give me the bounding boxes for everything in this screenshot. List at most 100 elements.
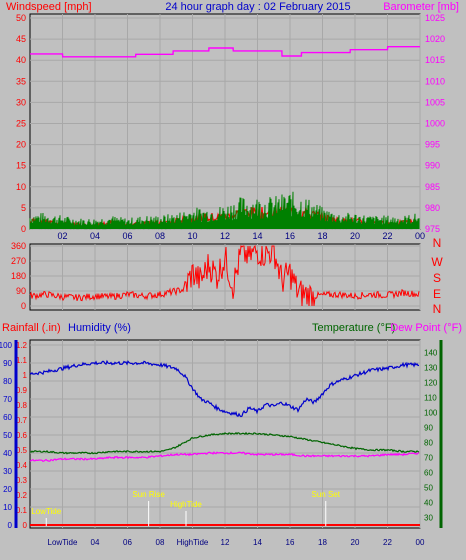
temperature-tick-label: 130: [424, 364, 438, 373]
humidity-tick-label: 40: [3, 449, 12, 458]
wind-direction-plot: 0 90 180 270 360: [11, 241, 421, 311]
bottom-hour-label: HighTide: [177, 538, 209, 547]
hour-tick-label: 02: [57, 231, 67, 241]
windspeed-tick-label: 40: [16, 55, 26, 65]
direction-line: [29, 244, 420, 307]
bottom-hour-label: 22: [383, 538, 392, 547]
event-marker-label: LowTide: [31, 507, 61, 516]
temperature-tick-label: 120: [424, 379, 438, 388]
direction-tick-label: 360: [11, 241, 26, 251]
direction-tick-label: 180: [11, 271, 26, 281]
direction-tick-label: 0: [21, 301, 26, 311]
compass-letter: N: [433, 236, 442, 250]
hour-tick-label: 08: [155, 231, 165, 241]
barometer-tick-label: 1015: [425, 55, 445, 65]
hour-tick-label: 16: [285, 231, 295, 241]
rainfall-legend: Rainfall (.in): [2, 322, 61, 334]
rain-tick-label: 1.1: [16, 356, 28, 365]
gust-line: [29, 191, 420, 230]
barometer-tick-label: 975: [425, 224, 440, 234]
temperature-tick-label: 100: [424, 409, 438, 418]
bottom-hour-label: 20: [351, 538, 360, 547]
graph-title: 24 hour graph day : 02 February 2015: [165, 1, 350, 13]
dewpoint-legend: Dew Point (°F): [390, 322, 462, 334]
temperature-tick-label: 40: [424, 499, 433, 508]
compass-letter: S: [433, 271, 441, 285]
rain-tick-label: 1.2: [16, 341, 28, 350]
hour-tick-label: 00: [415, 231, 425, 241]
hour-tick-label: 12: [220, 231, 230, 241]
bottom-hour-label: 12: [221, 538, 230, 547]
wind-barometer-plot: 0510152025303540455097598098599099510001…: [16, 13, 445, 241]
bottom-hour-label: 04: [91, 538, 100, 547]
barometer-tick-label: 980: [425, 203, 440, 213]
barometer-tick-label: 1020: [425, 34, 445, 44]
bottom-hour-label: LowTide: [48, 538, 78, 547]
windspeed-tick-label: 35: [16, 76, 26, 86]
windspeed-tick-label: 15: [16, 161, 26, 171]
temperature-tick-label: 110: [424, 394, 437, 403]
windspeed-tick-label: 45: [16, 34, 26, 44]
humidity-legend: Humidity (%): [68, 322, 131, 334]
compass-letter: N: [433, 302, 442, 316]
humidity-tick-label: 100: [0, 341, 13, 350]
windspeed-tick-label: 5: [21, 203, 26, 213]
humidity-tick-label: 20: [3, 485, 12, 494]
direction-tick-label: 90: [16, 286, 26, 296]
event-marker-label: Sun Rise: [132, 490, 165, 499]
hour-tick-label: 22: [382, 231, 392, 241]
windspeed-tick-label: 30: [16, 97, 26, 107]
rain-tick-label: 0.2: [16, 491, 28, 500]
dewpoint-line: [29, 451, 420, 462]
humidity-tick-label: 0: [8, 521, 13, 530]
direction-tick-label: 270: [11, 256, 26, 266]
compass-letter: E: [433, 287, 441, 301]
event-marker-label: Sun Set: [312, 490, 341, 499]
humidity-tick-label: 90: [3, 359, 12, 368]
hour-tick-label: 14: [252, 231, 262, 241]
rain-tick-label: 0.6: [16, 431, 28, 440]
event-marker-label: HighTide: [170, 500, 202, 509]
barometer-tick-label: 995: [425, 140, 440, 150]
hour-tick-label: 10: [187, 231, 197, 241]
windspeed-tick-label: 0: [21, 224, 26, 234]
humidity-tick-label: 70: [3, 395, 12, 404]
windspeed-tick-label: 50: [16, 13, 26, 23]
temperature-tick-label: 70: [424, 454, 433, 463]
rain-tick-label: 0.8: [16, 401, 28, 410]
barometer-tick-label: 1005: [425, 97, 445, 107]
humidity-tick-label: 10: [3, 503, 12, 512]
humidity-tick-label: 50: [3, 431, 12, 440]
windspeed-tick-label: 10: [16, 182, 26, 192]
humidity-tick-label: 80: [3, 377, 12, 386]
hour-tick-label: 20: [350, 231, 360, 241]
rain-tick-label: 0.4: [16, 461, 28, 470]
barometer-line: [30, 46, 420, 58]
barometer-axis-label: Barometer [mb]: [383, 1, 459, 13]
barometer-tick-label: 1000: [425, 119, 445, 129]
temperature-tick-label: 80: [424, 439, 433, 448]
temperature-tick-label: 140: [424, 349, 438, 358]
rain-tick-label: 0.7: [16, 416, 28, 425]
barometer-tick-label: 1010: [425, 76, 445, 86]
windspeed-tick-label: 20: [16, 140, 26, 150]
compass-letter: W: [431, 255, 443, 269]
rain-tick-label: 0.9: [16, 386, 28, 395]
bottom-hour-label: 18: [318, 538, 327, 547]
barometer-tick-label: 985: [425, 182, 440, 192]
humidity-tick-label: 60: [3, 413, 12, 422]
temperature-tick-label: 90: [424, 424, 433, 433]
humidity-line: [29, 359, 420, 418]
hour-tick-label: 18: [317, 231, 327, 241]
bottom-hour-label: 00: [416, 538, 425, 547]
humidity-tick-label: 30: [3, 467, 12, 476]
rain-tick-label: 1: [23, 371, 28, 380]
barometer-tick-label: 990: [425, 161, 440, 171]
windspeed-axis-label: Windspeed [mph]: [6, 1, 92, 13]
hour-tick-label: 04: [90, 231, 100, 241]
rain-tick-label: 0.3: [16, 476, 28, 485]
windspeed-tick-label: 25: [16, 119, 26, 129]
rain-tick-label: 0.1: [16, 506, 28, 515]
